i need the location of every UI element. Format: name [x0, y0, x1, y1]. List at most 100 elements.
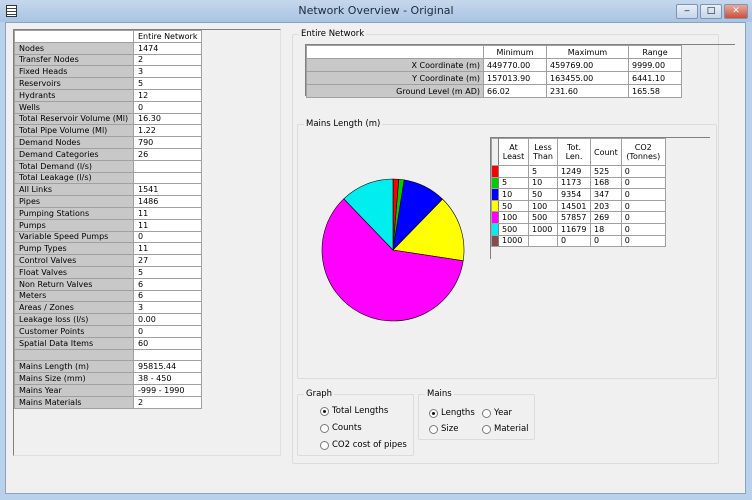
- row-label: Leakage loss (l/s): [14, 313, 134, 326]
- column-header: Count: [590, 138, 622, 166]
- close-button[interactable]: ✕: [724, 4, 748, 19]
- radio-label: CO2 cost of pipes: [332, 440, 407, 450]
- cell-tot-len: 0: [557, 234, 591, 248]
- row-label: Meters: [14, 289, 134, 303]
- title-bar[interactable]: Network Overview - Original ‒ □ ✕: [0, 0, 752, 22]
- corner-cell: [14, 30, 134, 43]
- table-row: Transfer Nodes 2: [14, 53, 203, 67]
- color-swatch: [491, 222, 499, 236]
- radio-lengths[interactable]: Lengths: [429, 408, 475, 418]
- radio-indicator: [429, 424, 438, 434]
- row-label: Non Return Valves: [14, 277, 134, 291]
- radio-indicator: [320, 440, 329, 450]
- row-label: Wells: [14, 100, 134, 114]
- column-header: Entire Network: [132, 30, 203, 43]
- color-swatch: [491, 188, 499, 201]
- cell-less-than: 5: [528, 165, 558, 178]
- table-row: Y Coordinate (m) 157013.90 163455.00 6441.1…: [306, 71, 682, 85]
- table-row: Pump Types 11: [14, 242, 203, 256]
- table-grid-icon: [6, 5, 17, 17]
- cell-less-than: 10: [528, 176, 558, 190]
- row-value: 6: [132, 277, 203, 291]
- row-value: 157013.90: [483, 71, 547, 85]
- row-label: Mains Materials: [14, 395, 134, 409]
- table-row: Non Return Valves 6: [14, 277, 203, 291]
- radio-counts[interactable]: Counts: [320, 423, 362, 433]
- row-label: Reservoirs: [14, 77, 134, 90]
- cell-count: 269: [590, 211, 622, 224]
- row-label: Demand Categories: [14, 147, 134, 161]
- cell-count: 168: [590, 176, 622, 190]
- color-swatch: [491, 234, 499, 248]
- table-row: Variable Speed Pumps 0: [14, 230, 203, 244]
- cell-co2: 0: [620, 234, 666, 248]
- color-swatch: [491, 176, 499, 190]
- maximize-button[interactable]: □: [700, 4, 722, 19]
- radio-label: Counts: [332, 423, 362, 433]
- table-row: Total Reservoir Volume (Ml) 16.30: [14, 112, 203, 126]
- legend-row: 10 50 9354 347 0: [491, 188, 666, 201]
- table-row: Ground Level (m AD) 66.02 231.60 165.58: [306, 84, 682, 98]
- row-value: 38 - 450: [132, 372, 203, 385]
- cell-less-than: 500: [528, 211, 558, 224]
- radio-label: Size: [441, 424, 459, 434]
- row-value: -999 - 1990: [132, 383, 203, 397]
- row-value: 12: [132, 88, 203, 102]
- row-value: 1541: [132, 183, 203, 197]
- coordinates-table: Minimum Maximum Range X Coordinate (m) 44977…: [306, 45, 682, 98]
- row-value: 790: [132, 136, 203, 149]
- table-row: Float Valves 5: [14, 265, 203, 279]
- window-title: Network Overview - Original: [298, 4, 454, 17]
- radio-indicator: [320, 423, 329, 433]
- cell-less-than: 50: [528, 188, 558, 201]
- cell-count: 347: [590, 188, 622, 201]
- row-label: Pumping Stations: [14, 206, 134, 220]
- color-swatch: [491, 165, 499, 178]
- cell-co2: 0: [620, 211, 666, 224]
- table-row: Areas / Zones 3: [14, 301, 203, 315]
- cell-tot-len: 9354: [557, 188, 591, 201]
- cell-count: 0: [590, 234, 622, 248]
- row-value: 1.22: [132, 124, 203, 138]
- corner-cell: [306, 45, 484, 59]
- cell-tot-len: 14501: [557, 199, 591, 213]
- graph-group: Graph Total Lengths Counts CO2 cost of p…: [297, 389, 414, 456]
- column-header: CO2 (Tonnes): [620, 138, 666, 166]
- client-area: Entire Network Nodes 1474 Transfer Nodes 2 Fi…: [5, 22, 746, 494]
- cell-at-least: 10: [498, 188, 529, 201]
- row-label: Total Reservoir Volume (Ml): [14, 112, 134, 126]
- radio-year[interactable]: Year: [482, 408, 512, 418]
- table-row: Demand Nodes 790: [14, 136, 203, 149]
- row-label: Total Demand (l/s): [14, 159, 134, 173]
- row-label: Transfer Nodes: [14, 53, 134, 67]
- table-row: Customer Points 0: [14, 324, 203, 338]
- row-label: Mains Year: [14, 383, 134, 397]
- row-label: Nodes: [14, 41, 134, 55]
- radio-indicator: [482, 408, 491, 418]
- row-value: 27: [132, 254, 203, 267]
- radio-co2-cost[interactable]: CO2 cost of pipes: [320, 440, 407, 450]
- column-header: Tot. Len.: [557, 138, 591, 166]
- table-row: Mains Year -999 - 1990: [14, 383, 203, 397]
- radio-indicator: [429, 408, 438, 418]
- cell-less-than: 1000: [528, 222, 558, 236]
- entire-network-group: Entire Network Minimum Maximum Range X Coor…: [292, 29, 735, 464]
- radio-material[interactable]: Material: [482, 424, 529, 434]
- table-row: Fixed Heads 3: [14, 65, 203, 79]
- table-row: Pumps 11: [14, 218, 203, 232]
- row-value: 11: [132, 242, 203, 256]
- radio-total-lengths[interactable]: Total Lengths: [320, 406, 388, 416]
- row-label: Areas / Zones: [14, 301, 134, 315]
- column-header: Minimum: [483, 45, 547, 59]
- row-value: 6: [132, 289, 203, 303]
- radio-size[interactable]: Size: [429, 424, 458, 434]
- row-label: Pumps: [14, 218, 134, 232]
- row-label: Hydrants: [14, 88, 134, 102]
- group-label: Graph: [304, 389, 335, 399]
- table-row: Nodes 1474: [14, 41, 203, 55]
- row-label: Ground Level (m AD): [306, 84, 484, 98]
- minimize-button[interactable]: ‒: [676, 4, 698, 19]
- row-value: 26: [132, 147, 203, 161]
- legend-table: At Least Less Than Tot. Len. Count CO2 (Tonn…: [491, 138, 666, 248]
- row-label: X Coordinate (m): [306, 58, 484, 72]
